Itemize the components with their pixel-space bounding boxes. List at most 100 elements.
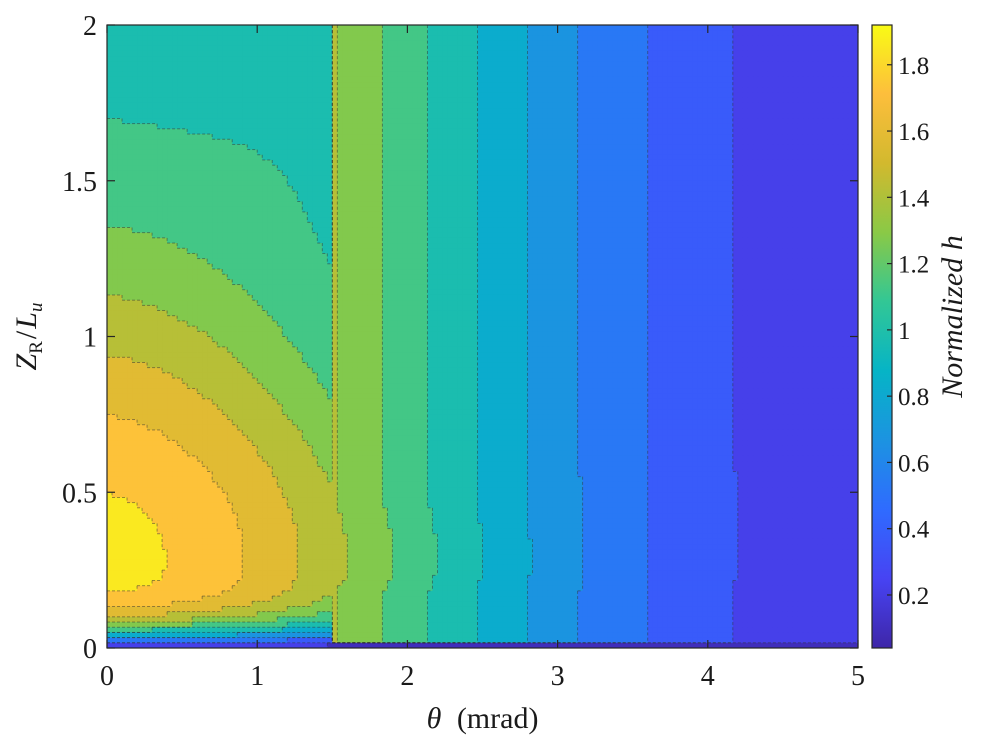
contour-cell [382, 139, 388, 145]
contour-cell [603, 118, 609, 124]
contour-cell [783, 108, 789, 114]
contour-cell [437, 170, 443, 176]
contour-cell [387, 51, 393, 57]
contour-cell [277, 30, 283, 36]
contour-cell [137, 191, 143, 197]
contour-cell [738, 46, 744, 52]
contour-cell [778, 170, 784, 176]
contour-cell [713, 108, 719, 114]
contour-cell [688, 170, 694, 176]
contour-cell [758, 113, 764, 119]
contour-cell [518, 67, 524, 73]
contour-cell [182, 118, 188, 124]
contour-cell [142, 82, 148, 88]
contour-cell [833, 35, 839, 41]
contour-cell [488, 134, 494, 140]
contour-cell [758, 191, 764, 197]
contour-cell [467, 46, 473, 52]
contour-cell [122, 92, 128, 98]
contour-cell [127, 108, 133, 114]
contour-cell [432, 118, 438, 124]
contour-cell [372, 155, 378, 161]
contour-cell [813, 67, 819, 73]
contour-cell [608, 61, 614, 67]
contour-cell [207, 144, 213, 150]
contour-cell [372, 170, 378, 176]
contour-cell [833, 181, 839, 187]
contour-cell [633, 35, 639, 41]
contour-cell [247, 51, 253, 57]
contour-cell [337, 72, 343, 78]
contour-cell [488, 30, 494, 36]
contour-cell [743, 134, 749, 140]
contour-cell [723, 25, 729, 31]
contour-cell [708, 35, 714, 41]
contour-cell [117, 108, 123, 114]
contour-cell [392, 176, 398, 182]
contour-cell [528, 139, 534, 145]
contour-cell [322, 72, 328, 78]
contour-cell [698, 77, 704, 83]
contour-cell [467, 181, 473, 187]
contour-cell [172, 108, 178, 114]
contour-cell [673, 30, 679, 36]
contour-cell [518, 103, 524, 109]
contour-cell [202, 160, 208, 166]
contour-cell [778, 77, 784, 83]
contour-cell [152, 108, 158, 114]
contour-cell [598, 35, 604, 41]
contour-cell [698, 30, 704, 36]
contour-cell [508, 30, 514, 36]
contour-cell [533, 155, 539, 161]
contour-cell [172, 92, 178, 98]
contour-cell [137, 108, 143, 114]
contour-cell [457, 181, 463, 187]
contour-cell [633, 61, 639, 67]
contour-cell [217, 56, 223, 62]
contour-cell [127, 134, 133, 140]
contour-cell [137, 170, 143, 176]
contour-cell [498, 113, 504, 119]
contour-cell [177, 72, 183, 78]
contour-cell [793, 155, 799, 161]
contour-cell [513, 67, 519, 73]
contour-cell [312, 155, 318, 161]
contour-cell [803, 82, 809, 88]
contour-cell [593, 129, 599, 135]
contour-cell [833, 176, 839, 182]
contour-cell [553, 176, 559, 182]
contour-cell [162, 181, 168, 187]
contour-cell [202, 170, 208, 176]
contour-cell [402, 82, 408, 88]
contour-cell [633, 87, 639, 93]
contour-cell [548, 113, 554, 119]
contour-cell [372, 165, 378, 171]
contour-cell [272, 72, 278, 78]
contour-cell [167, 134, 173, 140]
contour-cell [743, 67, 749, 73]
contour-cell [833, 61, 839, 67]
contour-cell [117, 67, 123, 73]
contour-cell [217, 150, 223, 156]
contour-cell [578, 155, 584, 161]
contour-cell [112, 118, 118, 124]
contour-cell [467, 30, 473, 36]
contour-cell [793, 30, 799, 36]
contour-cell [493, 155, 499, 161]
contour-cell [758, 46, 764, 52]
contour-cell [658, 67, 664, 73]
contour-cell [307, 108, 313, 114]
contour-cell [763, 160, 769, 166]
contour-cell [287, 30, 293, 36]
contour-cell [347, 82, 353, 88]
contour-cell [417, 92, 423, 98]
contour-cell [783, 67, 789, 73]
contour-cell [177, 118, 183, 124]
contour-cell [628, 103, 634, 109]
contour-cell [212, 82, 218, 88]
contour-cell [262, 144, 268, 150]
contour-cell [187, 82, 193, 88]
contour-cell [568, 35, 574, 41]
contour-cell [322, 165, 328, 171]
contour-cell [753, 56, 759, 62]
